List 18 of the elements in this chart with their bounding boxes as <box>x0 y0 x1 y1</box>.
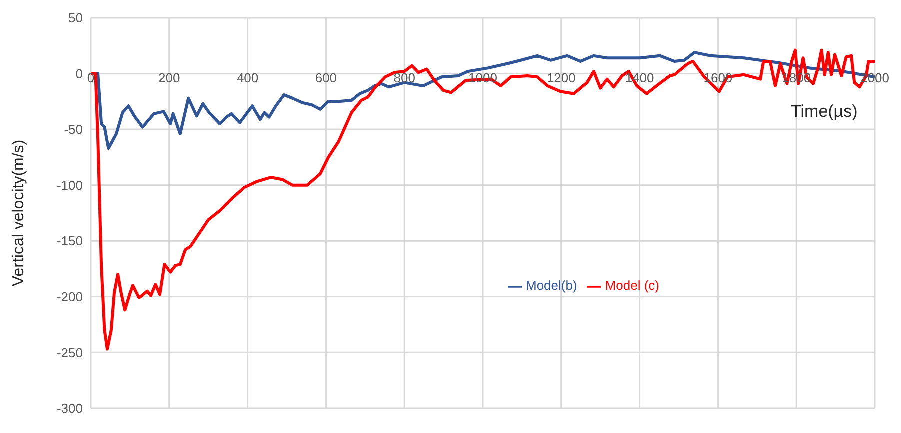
x-tick-label: 800 <box>394 70 416 86</box>
y-axis-title: Vertical velocity(m/s) <box>10 140 28 287</box>
x-tick-label: 400 <box>236 70 259 86</box>
y-tick-label: -300 <box>56 401 83 416</box>
y-tick-label: -100 <box>56 178 83 193</box>
x-tick-label: 200 <box>158 70 180 86</box>
legend-label: Model(b) <box>526 278 578 293</box>
x-axis-title: Time(µs) <box>791 102 858 122</box>
legend-label: Model (c) <box>605 278 660 293</box>
y-tick-label: -150 <box>56 234 83 249</box>
x-tick-label: 600 <box>315 70 338 86</box>
y-tick-label: -50 <box>64 122 83 138</box>
y-tick-label: 50 <box>68 10 83 26</box>
y-tick-label: -200 <box>56 290 83 304</box>
x-tick-label: 0 <box>87 70 95 86</box>
x-tick-label: 1200 <box>546 70 576 86</box>
y-tick-label: -250 <box>56 345 83 360</box>
x-tick-label: 1800 <box>782 70 812 86</box>
